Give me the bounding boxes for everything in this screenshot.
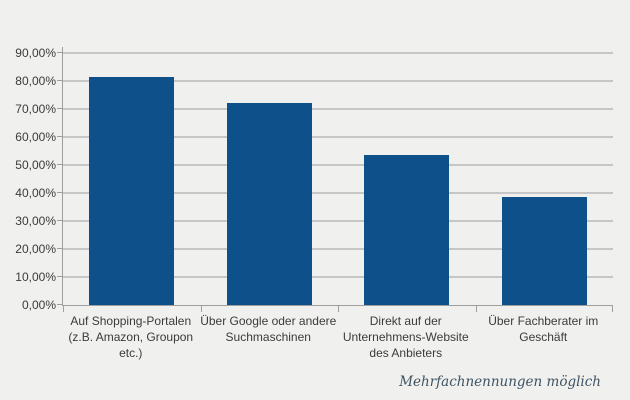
y-tick-label: 40,00% [15,186,56,200]
y-tick [57,52,63,53]
x-category-label: Über Google oder andere Suchmaschinen [200,314,337,344]
y-tick [57,80,63,81]
x-tick [63,306,64,312]
y-tick [57,276,63,277]
bar [226,103,312,305]
x-tick [612,306,613,312]
y-tick [57,164,63,165]
x-category-label: Auf Shopping-Portalen (z.B. Amazon, Grou… [68,314,194,360]
y-tick-label: 90,00% [15,46,56,60]
y-tick [57,136,63,137]
y-tick [57,248,63,249]
gridline [63,220,613,222]
gridline [63,52,613,54]
x-tick [338,306,339,312]
y-tick-label: 50,00% [15,158,56,172]
y-tick [57,220,63,221]
y-tick [57,304,63,305]
gridline [63,248,613,250]
footnote: Mehrfachnennungen möglich [399,374,601,390]
y-tick-label: 30,00% [15,214,56,228]
y-tick-label: 20,00% [15,242,56,256]
y-tick [57,108,63,109]
y-tick-label: 10,00% [15,270,56,284]
bar [501,196,587,305]
bar [89,76,175,305]
y-tick-label: 0,00% [21,298,56,312]
y-tick-label: 70,00% [15,102,56,116]
gridline [63,192,613,194]
bar [364,154,450,305]
plot-area [57,47,613,312]
gridline [63,136,613,138]
x-category-label: Über Fachberater im Geschäft [488,314,599,344]
y-tick [57,192,63,193]
gridline [63,80,613,82]
x-tick [200,306,202,312]
gridline [63,276,613,278]
gridline [63,108,613,110]
gridline [63,164,613,166]
y-tick-label: 80,00% [15,74,56,88]
y-tick-label: 60,00% [15,130,56,144]
x-tick [475,306,477,312]
x-category-label: Direkt auf der Unternehmens-Website des … [342,314,469,360]
